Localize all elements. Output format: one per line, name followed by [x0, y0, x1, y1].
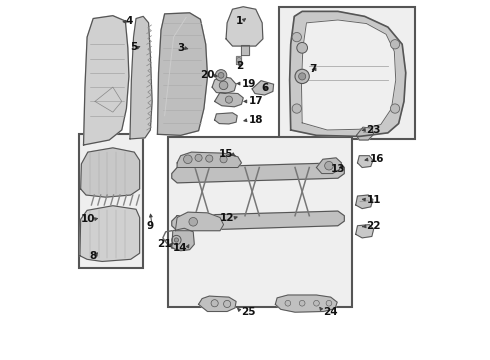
Bar	[279, 7, 415, 139]
Polygon shape	[215, 113, 237, 124]
Text: 13: 13	[331, 163, 345, 174]
Polygon shape	[172, 163, 344, 183]
Circle shape	[189, 217, 197, 226]
Polygon shape	[172, 211, 344, 231]
Circle shape	[206, 155, 213, 162]
Text: 16: 16	[370, 154, 385, 164]
Polygon shape	[198, 296, 236, 311]
Text: 12: 12	[220, 213, 234, 223]
Polygon shape	[301, 20, 396, 130]
Circle shape	[298, 73, 306, 80]
Circle shape	[184, 155, 192, 163]
Text: 8: 8	[90, 251, 97, 261]
Text: 15: 15	[219, 149, 234, 159]
Circle shape	[391, 40, 400, 49]
Circle shape	[299, 300, 305, 306]
Text: 4: 4	[125, 16, 132, 26]
Polygon shape	[80, 206, 140, 261]
Polygon shape	[212, 76, 236, 94]
Polygon shape	[356, 195, 373, 208]
Text: 17: 17	[248, 96, 263, 107]
Circle shape	[225, 96, 232, 103]
Text: 19: 19	[242, 78, 256, 89]
Polygon shape	[252, 81, 273, 95]
Circle shape	[237, 58, 242, 63]
Text: 7: 7	[309, 64, 317, 74]
Polygon shape	[172, 228, 194, 251]
Text: 22: 22	[367, 221, 381, 231]
Circle shape	[391, 104, 400, 113]
Polygon shape	[356, 225, 373, 238]
Circle shape	[295, 69, 309, 84]
Circle shape	[195, 154, 202, 161]
Text: 23: 23	[367, 125, 381, 135]
Polygon shape	[83, 16, 129, 145]
Polygon shape	[177, 152, 242, 167]
Circle shape	[223, 300, 231, 307]
Circle shape	[325, 161, 333, 170]
Text: 25: 25	[242, 307, 256, 317]
Circle shape	[285, 300, 291, 306]
Text: 9: 9	[147, 221, 154, 231]
Text: 18: 18	[248, 115, 263, 125]
Text: 14: 14	[173, 243, 188, 253]
Circle shape	[292, 32, 301, 42]
Polygon shape	[242, 45, 248, 55]
Polygon shape	[275, 295, 337, 312]
Polygon shape	[226, 7, 263, 46]
Polygon shape	[356, 127, 373, 140]
Circle shape	[211, 300, 218, 307]
Polygon shape	[130, 17, 152, 139]
Polygon shape	[290, 12, 406, 136]
Circle shape	[297, 42, 308, 53]
Polygon shape	[215, 93, 243, 107]
Text: 2: 2	[236, 61, 243, 71]
Circle shape	[220, 81, 228, 90]
Text: 10: 10	[80, 214, 95, 224]
Text: 1: 1	[236, 16, 243, 26]
Polygon shape	[175, 212, 223, 231]
Circle shape	[218, 72, 224, 78]
Polygon shape	[237, 56, 242, 64]
Text: 3: 3	[177, 43, 184, 53]
Polygon shape	[81, 148, 140, 197]
Bar	[168, 137, 352, 307]
Polygon shape	[358, 156, 373, 167]
Text: 11: 11	[367, 195, 381, 204]
Polygon shape	[317, 158, 342, 174]
Bar	[79, 134, 143, 267]
Polygon shape	[157, 13, 207, 135]
Circle shape	[314, 300, 319, 306]
Circle shape	[326, 300, 332, 306]
Text: 24: 24	[323, 307, 338, 317]
Text: 6: 6	[261, 83, 268, 93]
Text: 20: 20	[200, 70, 215, 80]
Circle shape	[215, 69, 227, 81]
Circle shape	[172, 235, 181, 245]
Text: 21: 21	[157, 239, 172, 249]
Text: 5: 5	[130, 42, 138, 52]
Circle shape	[174, 238, 178, 242]
Circle shape	[220, 156, 227, 163]
Circle shape	[292, 104, 301, 113]
